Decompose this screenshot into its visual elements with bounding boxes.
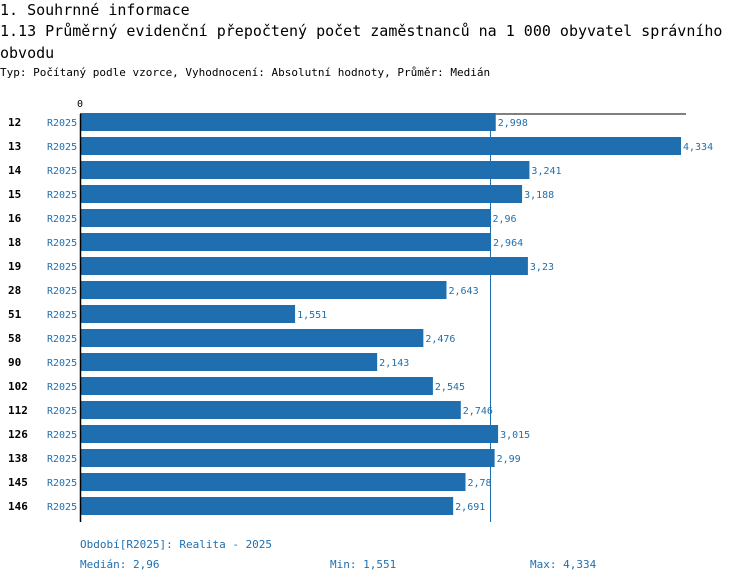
value-label: 3,241 [531, 166, 561, 177]
bar [80, 305, 296, 323]
series-label: R2025 [47, 382, 77, 393]
category-label: 14 [8, 164, 22, 177]
category-label: 146 [8, 500, 28, 513]
chart-subtitle: Typ: Počítaný podle vzorce, Vyhodnocení:… [0, 66, 491, 79]
bar [80, 329, 424, 347]
period-info: Období[R2025]: Realita - 2025 [80, 538, 273, 551]
series-label: R2025 [47, 118, 77, 129]
series-label: R2025 [47, 214, 77, 225]
bar [80, 281, 447, 299]
max-info: Max: 4,334 [530, 558, 597, 571]
value-label: 2,78 [468, 478, 492, 489]
category-label: 90 [8, 356, 21, 369]
category-label: 102 [8, 380, 28, 393]
category-label: 13 [8, 140, 21, 153]
series-label: R2025 [47, 262, 77, 273]
bar [80, 401, 461, 419]
category-label: 15 [8, 188, 21, 201]
axis-zero-label: 0 [77, 99, 83, 110]
series-label: R2025 [47, 310, 77, 321]
value-label: 3,015 [500, 430, 530, 441]
category-label: 19 [8, 260, 21, 273]
chart-title: 1.13 Průměrný evidenční přepočtený počet… [0, 22, 723, 62]
category-label: 126 [8, 428, 28, 441]
value-label: 2,143 [379, 358, 409, 369]
value-label: 4,334 [683, 142, 713, 153]
value-label: 2,998 [498, 118, 528, 129]
bar [80, 257, 528, 275]
series-label: R2025 [47, 406, 77, 417]
section-title: 1. Souhrnné informace [0, 1, 190, 19]
value-label: 3,188 [524, 190, 554, 201]
category-label: 138 [8, 452, 28, 465]
category-label: 28 [8, 284, 21, 297]
bar [80, 233, 492, 251]
min-info: Min: 1,551 [330, 558, 397, 571]
value-label: 2,746 [463, 406, 493, 417]
bar [80, 353, 378, 371]
category-label: 58 [8, 332, 21, 345]
category-label: 16 [8, 212, 22, 225]
series-label: R2025 [47, 358, 77, 369]
series-label: R2025 [47, 166, 77, 177]
value-label: 2,643 [449, 286, 479, 297]
series-label: R2025 [47, 502, 77, 513]
category-label: 12 [8, 116, 21, 129]
value-label: 1,551 [297, 310, 327, 321]
bar [80, 137, 681, 155]
bar [80, 161, 530, 179]
bar [80, 425, 499, 443]
bar [80, 497, 454, 515]
bar [80, 449, 495, 467]
series-label: R2025 [47, 478, 77, 489]
bar [80, 377, 433, 395]
value-label: 3,23 [530, 262, 554, 273]
series-label: R2025 [47, 334, 77, 345]
category-label: 51 [8, 308, 22, 321]
category-label: 112 [8, 404, 28, 417]
series-label: R2025 [47, 190, 77, 201]
value-label: 2,476 [425, 334, 455, 345]
series-label: R2025 [47, 286, 77, 297]
bar [80, 209, 491, 227]
series-label: R2025 [47, 454, 77, 465]
value-label: 2,964 [493, 238, 523, 249]
series-label: R2025 [47, 430, 77, 441]
value-label: 2,545 [435, 382, 465, 393]
category-label: 18 [8, 236, 21, 249]
bar [80, 185, 523, 203]
category-label: 145 [8, 476, 28, 489]
median-info: Medián: 2,96 [80, 558, 160, 571]
bar [80, 473, 466, 491]
series-label: R2025 [47, 238, 77, 249]
bar [80, 113, 496, 131]
value-label: 2,691 [455, 502, 485, 513]
value-label: 2,99 [497, 454, 521, 465]
value-label: 2,96 [492, 214, 516, 225]
series-label: R2025 [47, 142, 77, 153]
